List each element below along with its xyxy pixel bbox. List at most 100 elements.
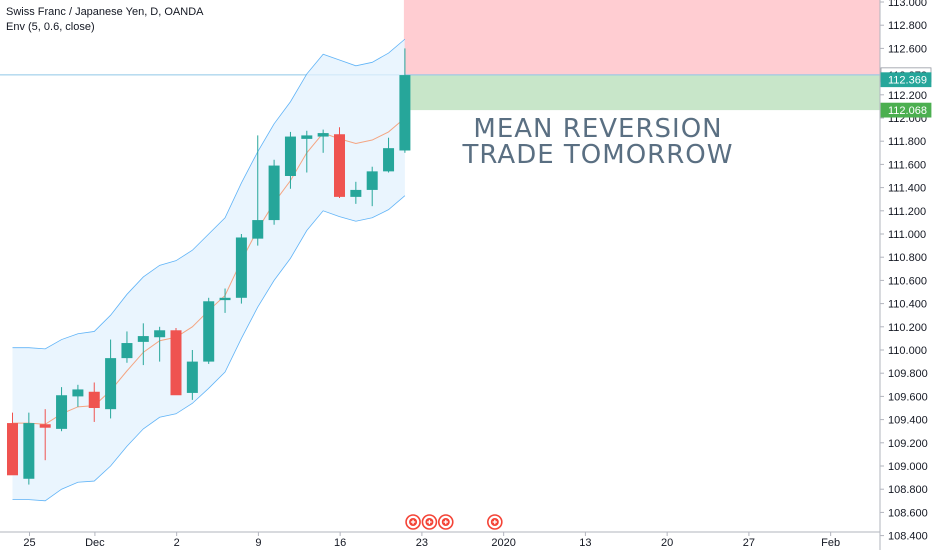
- candle[interactable]: [219, 288, 231, 313]
- event-flag-icon[interactable]: [405, 514, 421, 530]
- price-tick-label: 109.200: [888, 438, 928, 450]
- candle-body: [72, 389, 84, 397]
- time-axis[interactable]: 25 Dec 2 9 16 23 2020 13 20 27 Feb: [0, 531, 880, 549]
- price-tick-label: 109.400: [888, 415, 928, 427]
- economic-events[interactable]: [405, 514, 503, 530]
- indicator-label[interactable]: Env (5, 0.6, close): [6, 21, 95, 33]
- annotation-line-1: MEAN REVERSION: [473, 114, 722, 144]
- candle-body: [252, 220, 264, 239]
- time-tick-label: 13: [579, 537, 591, 549]
- candle[interactable]: [350, 181, 362, 204]
- time-tick-label: 25: [23, 537, 35, 549]
- candle-body: [350, 189, 362, 197]
- candle[interactable]: [121, 331, 133, 363]
- candle-body: [235, 237, 247, 298]
- price-tick-label: 110.600: [888, 275, 927, 287]
- price-tick-label: 110.000: [888, 345, 927, 357]
- candle-body: [121, 343, 133, 359]
- price-tick-label: 112.600: [888, 43, 927, 55]
- time-tick-label: 23: [416, 537, 428, 549]
- candle-body: [186, 361, 198, 393]
- candle[interactable]: [268, 159, 280, 225]
- candle[interactable]: [170, 327, 182, 396]
- candle[interactable]: [154, 326, 166, 362]
- candle[interactable]: [72, 384, 84, 407]
- price-tick-label: 111.600: [888, 159, 926, 171]
- time-tick-label: 2020: [491, 537, 515, 549]
- take-profit-zone[interactable]: [403, 74, 880, 111]
- chart-legend: Swiss Franc / Japanese Yen, D, OANDA Env…: [6, 5, 203, 35]
- price-tick-label: 108.800: [888, 484, 928, 496]
- price-tick-label: 111.200: [888, 206, 926, 218]
- price-tag-target: 112.068: [880, 102, 932, 118]
- envelope-upper-line: [12, 38, 406, 350]
- candle[interactable]: [383, 137, 395, 173]
- candle[interactable]: [235, 234, 247, 304]
- price-tick-label: 111.800: [888, 136, 926, 148]
- candle-body: [203, 301, 215, 362]
- candle-body: [334, 134, 345, 197]
- candle[interactable]: [301, 130, 313, 173]
- event-flag-icon[interactable]: [421, 514, 438, 530]
- candle[interactable]: [203, 297, 215, 364]
- candle[interactable]: [7, 412, 18, 476]
- candle[interactable]: [252, 135, 264, 246]
- candle[interactable]: [399, 48, 411, 153]
- price-tag-box: [880, 72, 932, 88]
- time-tick-label: 20: [661, 537, 673, 549]
- price-tick-label: 110.400: [888, 299, 927, 311]
- price-tick-label: 110.800: [888, 252, 927, 264]
- symbol-title: Swiss Franc / Japanese Yen, D, OANDA: [6, 6, 204, 18]
- price-tick-label: 109.800: [888, 368, 928, 380]
- event-flag-icon[interactable]: [437, 514, 454, 530]
- candle-body: [399, 75, 411, 151]
- price-tick-label: 112.800: [888, 20, 927, 32]
- candle-body: [23, 423, 35, 479]
- price-tag-box: [880, 102, 932, 118]
- candle[interactable]: [56, 387, 68, 432]
- envelope-indicator: [12, 38, 406, 502]
- price-tick-label: 109.000: [888, 461, 928, 473]
- candle[interactable]: [88, 382, 100, 422]
- time-tick-label: 9: [255, 537, 261, 549]
- time-tick-label: Dec: [85, 537, 105, 549]
- envelope-lower-line: [12, 195, 406, 502]
- candle[interactable]: [284, 131, 296, 189]
- time-tick-label: Feb: [821, 537, 840, 549]
- candle-body: [366, 171, 378, 190]
- price-tick-label: 110.200: [888, 322, 927, 334]
- candle[interactable]: [366, 166, 378, 207]
- time-tick-label: 2: [174, 537, 180, 549]
- candle[interactable]: [23, 412, 35, 485]
- candles[interactable]: [7, 48, 411, 485]
- candle[interactable]: [39, 409, 51, 461]
- candle[interactable]: [186, 350, 198, 400]
- candle-body: [39, 424, 51, 428]
- candle-body: [56, 395, 68, 429]
- candle-body: [317, 133, 329, 137]
- time-tick-label: 27: [743, 537, 755, 549]
- price-tick-label: 113.000: [888, 0, 927, 9]
- candle[interactable]: [137, 323, 149, 366]
- candle[interactable]: [317, 129, 329, 153]
- stop-loss-zone[interactable]: [403, 0, 880, 75]
- candle-body: [301, 135, 313, 139]
- price-tick-label: 108.400: [888, 531, 928, 543]
- price-tick-label: 108.600: [888, 507, 928, 519]
- envelope-band-fill: [12, 39, 405, 501]
- candle-body: [170, 330, 182, 396]
- candle-body: [137, 336, 149, 342]
- price-tick-label: 111.000: [888, 229, 926, 241]
- risk-reward-zones[interactable]: [0, 0, 880, 111]
- candle-body: [219, 297, 231, 301]
- annotation-line-2: TRADE TOMORROW: [462, 140, 734, 170]
- time-tick-label: 16: [334, 537, 346, 549]
- annotation[interactable]: MEAN REVERSION TRADE TOMORROW: [462, 114, 734, 170]
- candle[interactable]: [334, 127, 345, 199]
- candle-body: [383, 148, 395, 172]
- candle-body: [88, 391, 100, 408]
- candle[interactable]: [105, 339, 117, 419]
- event-flag-icon[interactable]: [487, 514, 503, 530]
